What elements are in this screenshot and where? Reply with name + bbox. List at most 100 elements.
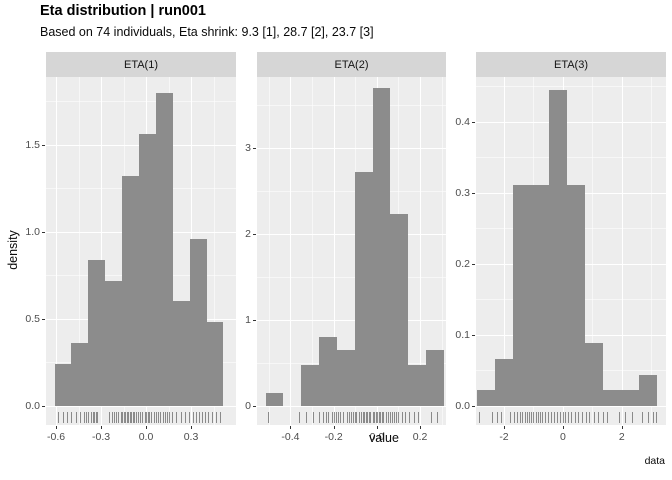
y-tick-label: 0.2 bbox=[455, 257, 470, 270]
rug-mark bbox=[574, 412, 576, 423]
rug-mark bbox=[149, 412, 151, 423]
x-tick-mark bbox=[503, 426, 505, 429]
gridline-minor-x bbox=[213, 77, 215, 425]
y-tick-mark bbox=[253, 234, 256, 236]
y-tick-mark bbox=[253, 148, 256, 150]
rug-mark bbox=[71, 412, 73, 423]
rug-mark bbox=[219, 412, 221, 423]
plot-caption: data bbox=[644, 455, 665, 467]
histogram-bar bbox=[495, 359, 514, 406]
rug-mark bbox=[589, 412, 591, 423]
rug-mark bbox=[95, 412, 97, 423]
histogram-bar bbox=[301, 364, 320, 407]
rug-mark bbox=[58, 412, 60, 423]
rug-mark bbox=[509, 412, 511, 423]
x-tick-label: -0.2 bbox=[324, 431, 343, 443]
rug-mark bbox=[539, 412, 541, 423]
rug-mark bbox=[147, 412, 149, 423]
rug-mark bbox=[392, 412, 393, 423]
rug-mark bbox=[394, 412, 396, 423]
rug-mark bbox=[188, 412, 190, 423]
rug-mark bbox=[562, 412, 564, 423]
gridline-minor-y bbox=[257, 105, 446, 107]
rug-mark bbox=[123, 412, 125, 423]
rug-mark bbox=[118, 412, 120, 423]
rug-mark bbox=[366, 412, 368, 423]
rug-mark bbox=[524, 412, 526, 423]
rug-mark bbox=[380, 412, 382, 423]
rug-mark bbox=[632, 412, 634, 423]
gridline-minor-x bbox=[592, 77, 594, 425]
rug-mark bbox=[92, 412, 94, 423]
rug-mark bbox=[153, 412, 155, 423]
rug-mark bbox=[379, 412, 381, 423]
rug-mark bbox=[501, 412, 503, 423]
rug-mark bbox=[565, 412, 567, 423]
rug-mark bbox=[338, 412, 339, 423]
rug-mark bbox=[126, 412, 128, 423]
gridline-minor-y bbox=[476, 157, 666, 159]
facet-strip-label: ETA(1) bbox=[123, 58, 159, 71]
y-tick-mark bbox=[472, 405, 475, 407]
x-tick-label: 0.0 bbox=[138, 431, 154, 443]
rug-mark bbox=[158, 412, 160, 423]
histogram-bar bbox=[531, 185, 550, 406]
histogram-bar bbox=[189, 238, 207, 406]
x-tick-label: -0.4 bbox=[281, 431, 300, 443]
facet-strip-label: ETA(3) bbox=[553, 58, 589, 71]
x-tick-label: 0 bbox=[559, 431, 566, 443]
rug-mark bbox=[305, 412, 307, 423]
rug-mark bbox=[537, 412, 539, 423]
histogram-bar bbox=[138, 134, 156, 406]
histogram-bar bbox=[477, 390, 496, 406]
gridline-minor-x bbox=[651, 77, 653, 425]
y-tick-mark bbox=[42, 405, 45, 407]
rug-mark bbox=[192, 412, 194, 423]
histogram-bar bbox=[319, 337, 337, 407]
rug-mark bbox=[396, 412, 398, 423]
rug-mark bbox=[648, 412, 650, 423]
x-tick-mark bbox=[562, 426, 564, 429]
histogram-bar bbox=[71, 343, 89, 406]
rug-mark bbox=[559, 412, 561, 423]
x-tick-mark bbox=[376, 426, 378, 429]
rug-mark bbox=[568, 412, 570, 423]
rug-mark bbox=[122, 412, 124, 423]
rug-mark bbox=[387, 412, 389, 423]
gridline-major-y bbox=[257, 234, 446, 236]
rug-mark bbox=[578, 412, 580, 423]
x-tick-label: -0.6 bbox=[47, 431, 66, 443]
rug-mark bbox=[66, 412, 68, 423]
rug-mark bbox=[331, 412, 333, 423]
rug-mark bbox=[571, 412, 573, 423]
histogram-bar bbox=[513, 185, 532, 406]
gridline-major-y bbox=[476, 121, 666, 123]
rug-mark bbox=[313, 412, 315, 423]
rug-mark bbox=[140, 412, 142, 423]
gridline-major-y bbox=[476, 405, 666, 407]
rug-mark bbox=[529, 412, 531, 423]
rug-mark bbox=[478, 412, 480, 423]
rug-mark bbox=[134, 412, 136, 423]
rug-mark bbox=[333, 412, 335, 423]
x-tick-mark bbox=[333, 426, 335, 429]
rug-mark bbox=[655, 412, 657, 423]
rug-mark bbox=[517, 412, 519, 423]
histogram-bar bbox=[206, 322, 224, 406]
gridline-minor-x bbox=[441, 77, 443, 425]
facet-strip: ETA(1) bbox=[46, 52, 236, 77]
rug-mark bbox=[598, 412, 600, 423]
rug-mark bbox=[111, 412, 113, 423]
y-tick-label: 3 bbox=[245, 142, 251, 155]
gridline-minor-y bbox=[46, 101, 236, 103]
rug-mark bbox=[326, 412, 328, 423]
gridline-minor-y bbox=[257, 277, 446, 279]
rug-mark bbox=[215, 412, 217, 423]
rug-mark bbox=[113, 412, 115, 423]
page-subtitle: Based on 74 individuals, Eta shrink: 9.3… bbox=[40, 25, 374, 39]
rug-mark bbox=[383, 412, 385, 423]
rug-mark bbox=[533, 412, 535, 423]
gridline-major-x bbox=[101, 77, 103, 425]
gridline-major-x bbox=[56, 77, 58, 425]
rug-mark bbox=[522, 412, 524, 423]
